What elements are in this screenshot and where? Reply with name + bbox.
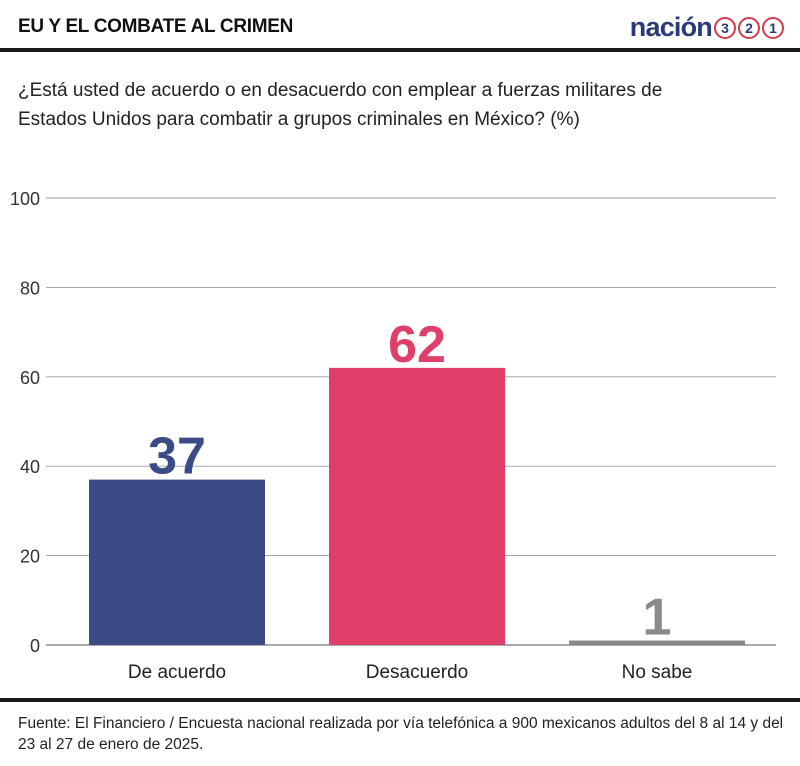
footer-divider [0,698,800,702]
nacion321-logo: nación 3 2 1 [630,12,784,43]
header: EU Y EL COMBATE AL CRIMEN nación 3 2 1 [0,0,800,50]
bar-chart: 0 20 40 60 80 100 37 De acuerdo 62 Desacuerdo 1 No … [10,189,776,683]
header-title: EU Y EL COMBATE AL CRIMEN [18,16,294,37]
x-tick-label-1: Desacuerdo [366,662,468,683]
bar-1 [329,367,505,645]
y-tick-label-40: 40 [20,457,40,477]
header-divider [0,48,800,52]
chart-question: ¿Está usted de acuerdo o en desacuerdo c… [18,80,663,130]
data-label-2: 1 [643,589,672,647]
y-tick-label-20: 20 [20,547,40,567]
logo-digit-2: 2 [738,16,760,39]
source-note: Fuente: El Financiero / Encuesta naciona… [18,715,784,753]
y-tick-label-0: 0 [30,636,40,656]
y-tick-label-80: 80 [20,278,40,298]
logo-digit-3: 3 [714,16,736,39]
y-tick-label-100: 100 [10,189,40,209]
y-tick-label-60: 60 [20,368,40,388]
data-label-1: 62 [388,316,446,374]
logo-digit-1: 1 [762,16,784,39]
x-tick-label-0: De acuerdo [128,662,226,683]
bar-2 [569,640,745,645]
bar-0 [89,479,265,645]
x-tick-label-2: No sabe [622,662,693,683]
logo-word: nación [629,12,713,42]
data-label-0: 37 [148,428,206,486]
